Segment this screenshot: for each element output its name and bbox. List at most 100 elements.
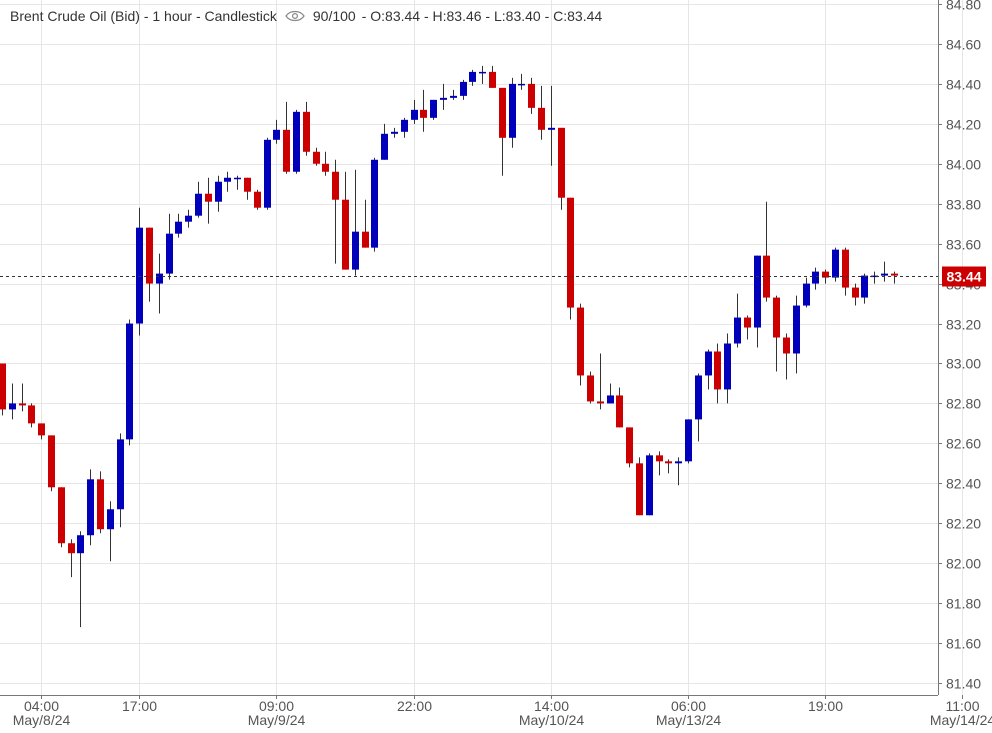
candle [68, 539, 75, 578]
candle [577, 303, 584, 386]
candle [195, 181, 202, 218]
candle-body-down [254, 191, 261, 208]
candle [107, 501, 114, 562]
candle-body-up [793, 305, 800, 354]
candle [362, 199, 369, 248]
grid [0, 0, 963, 695]
candle-body-down [558, 127, 565, 198]
candle [156, 253, 163, 314]
candle-body-up [803, 283, 810, 306]
candle [803, 277, 810, 308]
x-tick-time: 06:00 [671, 698, 706, 714]
y-tick-label: 82.20 [946, 516, 981, 532]
candle-body-up [224, 177, 231, 182]
candle-body-down [313, 151, 320, 164]
candle [469, 69, 476, 86]
candle [244, 177, 251, 200]
candle-body-up [371, 159, 378, 248]
y-tick-label: 82.80 [946, 396, 981, 412]
candle [126, 319, 133, 446]
candle-body-up [9, 403, 16, 410]
candle-body-up [881, 273, 888, 276]
candle-body-up [479, 71, 486, 74]
y-tick-label: 83.20 [946, 317, 981, 333]
candle [19, 383, 26, 412]
candle [499, 87, 506, 176]
candle-body-up [391, 131, 398, 134]
candle [705, 349, 712, 390]
candle [558, 127, 565, 210]
candle [812, 267, 819, 290]
candle [440, 83, 447, 110]
candle-body-down [332, 171, 339, 200]
candle-body-down [665, 461, 672, 464]
candle-body-up [273, 129, 280, 140]
y-tick-label: 84.80 [946, 0, 981, 13]
candle [293, 109, 300, 174]
y-tick-label: 81.40 [946, 676, 981, 692]
candle [587, 371, 594, 404]
candle-body-down [773, 297, 780, 338]
candle [714, 343, 721, 404]
candle-body-down [587, 375, 594, 402]
candle [430, 99, 437, 120]
candle-body-up [87, 479, 94, 536]
candle [322, 151, 329, 176]
candle [567, 197, 574, 320]
candle-body-up [548, 127, 555, 130]
candle-body-down [146, 227, 153, 284]
candle [420, 89, 427, 132]
candle-body-up [812, 271, 819, 284]
candle-body-up [460, 81, 467, 96]
candle [509, 77, 516, 148]
eye-icon[interactable] [285, 10, 305, 22]
candle-body-up [352, 231, 359, 270]
x-tick-time: 11:00 [946, 698, 980, 714]
candle [313, 147, 320, 166]
candle-body-down [19, 403, 26, 406]
candle [744, 315, 751, 340]
zoom-level: 90/100 [312, 8, 356, 24]
candle-body-up [705, 351, 712, 376]
candle-body-up [832, 249, 839, 278]
x-tick-date: May/14/24 [930, 712, 992, 728]
candle [391, 127, 398, 138]
candle [665, 459, 672, 474]
candle [852, 283, 859, 306]
candle [538, 85, 545, 140]
candle-body-down [205, 193, 212, 202]
candle-body-down [68, 543, 75, 554]
candle-body-down [852, 287, 859, 298]
candle [636, 457, 643, 516]
candle-body-up [126, 323, 133, 440]
candle-body-down [714, 351, 721, 390]
price-tag-label: 83.44 [946, 269, 981, 285]
candle [48, 435, 55, 492]
candle-body-down [597, 401, 604, 404]
candle-body-up [156, 273, 163, 284]
candle [518, 73, 525, 90]
candle [283, 101, 290, 174]
x-tick-date: May/9/24 [248, 712, 306, 728]
candle [607, 383, 614, 404]
candle-body-up [607, 395, 614, 404]
candle-body-up [685, 419, 692, 462]
candle-body-down [28, 405, 35, 424]
candle [754, 255, 761, 348]
candle-body-up [136, 227, 143, 324]
y-tick-label: 84.40 [946, 77, 981, 93]
candle-body-down [636, 463, 643, 516]
candle [381, 123, 388, 160]
x-tick-time: 19:00 [808, 698, 843, 714]
candle [460, 79, 467, 100]
candle-body-down [744, 317, 751, 328]
candle-body-up [675, 461, 682, 464]
x-tick-time: 14:00 [534, 698, 569, 714]
candle-body-down [822, 271, 829, 278]
candle [656, 451, 663, 476]
candle [783, 333, 790, 380]
candle-body-up [734, 317, 741, 344]
candle-body-up [450, 95, 457, 98]
